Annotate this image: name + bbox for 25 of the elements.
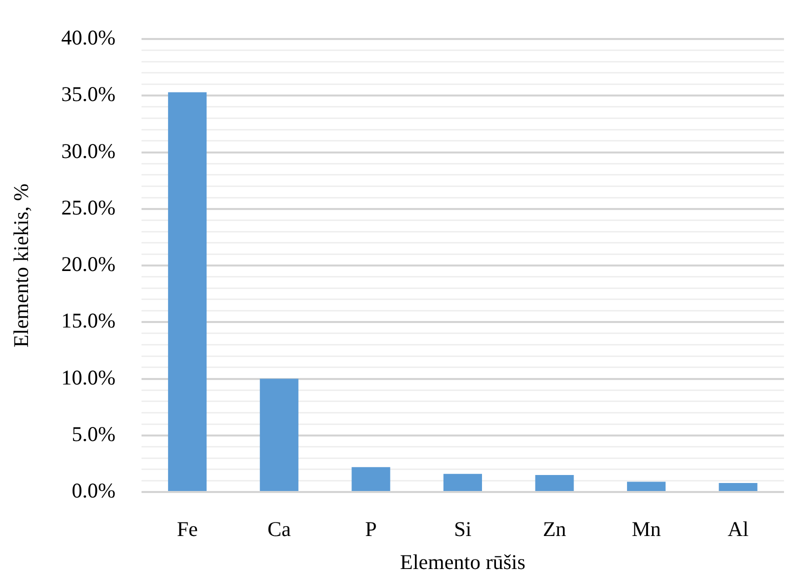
bar — [260, 378, 298, 491]
y-tick-label: 15.0% — [61, 308, 116, 333]
x-tick-label: P — [365, 517, 377, 542]
bar — [627, 482, 666, 491]
y-tick-label: 25.0% — [61, 195, 116, 220]
bar — [168, 92, 207, 491]
x-tick-label: Mn — [632, 517, 662, 542]
bar — [718, 482, 758, 491]
x-tick-label: Al — [728, 517, 749, 542]
y-tick-label: 40.0% — [61, 26, 116, 50]
bar — [352, 467, 390, 491]
bar — [443, 474, 482, 491]
y-tick-label: 10.0% — [61, 365, 116, 390]
y-tick-label: 30.0% — [61, 138, 116, 163]
x-tick-label: Zn — [542, 517, 567, 542]
y-tick-label: 5.0% — [72, 422, 116, 446]
y-axis-title: Elemento kiekis, % — [9, 184, 34, 348]
y-tick-label: 0.0% — [72, 478, 116, 503]
y-tick-label: 35.0% — [61, 82, 116, 106]
x-tick-label: Si — [454, 517, 472, 542]
x-tick-label: Ca — [267, 517, 292, 542]
y-tick-label: 20.0% — [61, 252, 116, 276]
bar — [535, 475, 574, 491]
x-axis-title: Elemento rūšis — [400, 550, 526, 574]
x-tick-label: Fe — [176, 517, 198, 542]
